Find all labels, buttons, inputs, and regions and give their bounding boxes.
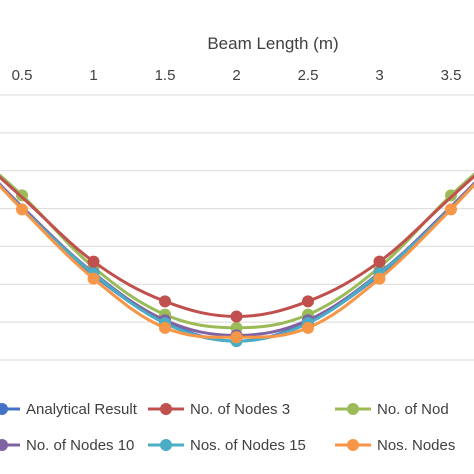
data-point bbox=[373, 272, 386, 285]
series-line bbox=[0, 181, 474, 337]
x-tick-label: 1 bbox=[89, 67, 97, 84]
legend-swatch-marker bbox=[347, 439, 359, 451]
series-line bbox=[0, 174, 474, 318]
legend-label: Analytical Result bbox=[26, 401, 138, 418]
data-point bbox=[87, 272, 100, 285]
legend-label: No. of Nod bbox=[377, 401, 449, 418]
data-point bbox=[230, 331, 243, 344]
data-point bbox=[87, 255, 100, 268]
x-axis-title: Beam Length (m) bbox=[207, 34, 338, 53]
series-group bbox=[0, 182, 474, 343]
series-group bbox=[0, 181, 474, 342]
x-tick-label: 2 bbox=[232, 67, 240, 84]
series-group bbox=[0, 183, 474, 344]
data-point bbox=[302, 321, 314, 334]
x-tick-label: 1.5 bbox=[155, 67, 176, 84]
legend-item: Nos. of Nodes 15 bbox=[148, 437, 306, 454]
legend-item: No. of Nodes 10 bbox=[0, 437, 134, 454]
legend: Analytical Result No. of Nodes 3 No. of No… bbox=[0, 401, 455, 454]
data-point bbox=[159, 321, 171, 334]
legend-swatch-marker bbox=[0, 403, 8, 415]
series-group bbox=[0, 172, 474, 334]
legend-label: Nos. Nodes bbox=[377, 437, 455, 454]
series-line bbox=[0, 182, 474, 343]
data-point bbox=[445, 203, 457, 216]
series-group bbox=[0, 174, 474, 323]
series-line bbox=[0, 172, 474, 330]
gridlines bbox=[0, 94, 474, 361]
series-lines bbox=[0, 172, 474, 348]
data-point bbox=[302, 295, 314, 308]
data-point bbox=[159, 295, 171, 308]
x-tick-label: 0.5 bbox=[12, 67, 33, 84]
legend-label: No. of Nodes 3 bbox=[190, 401, 290, 418]
legend-swatch-marker bbox=[160, 439, 172, 451]
data-point bbox=[373, 255, 386, 268]
x-tick-labels: 0.5 1 1.5 2 2.5 3 3.5 bbox=[12, 67, 462, 84]
legend-label: No. of Nodes 10 bbox=[26, 437, 134, 454]
x-tick-label: 3.5 bbox=[441, 67, 462, 84]
legend-item: No. of Nod bbox=[335, 401, 449, 418]
legend-item: Analytical Result bbox=[0, 401, 138, 418]
x-tick-label: 3 bbox=[375, 67, 383, 84]
legend-item: No. of Nodes 3 bbox=[148, 401, 290, 418]
legend-item: Nos. Nodes bbox=[335, 437, 455, 454]
series-line bbox=[0, 183, 474, 339]
data-point bbox=[16, 203, 28, 216]
series-line bbox=[0, 182, 474, 343]
legend-label: Nos. of Nodes 15 bbox=[190, 437, 306, 454]
x-tick-label: 2.5 bbox=[298, 67, 319, 84]
data-point bbox=[230, 310, 243, 323]
legend-swatch-marker bbox=[0, 439, 8, 451]
legend-swatch-marker bbox=[347, 403, 359, 415]
legend-swatch-marker bbox=[160, 403, 172, 415]
